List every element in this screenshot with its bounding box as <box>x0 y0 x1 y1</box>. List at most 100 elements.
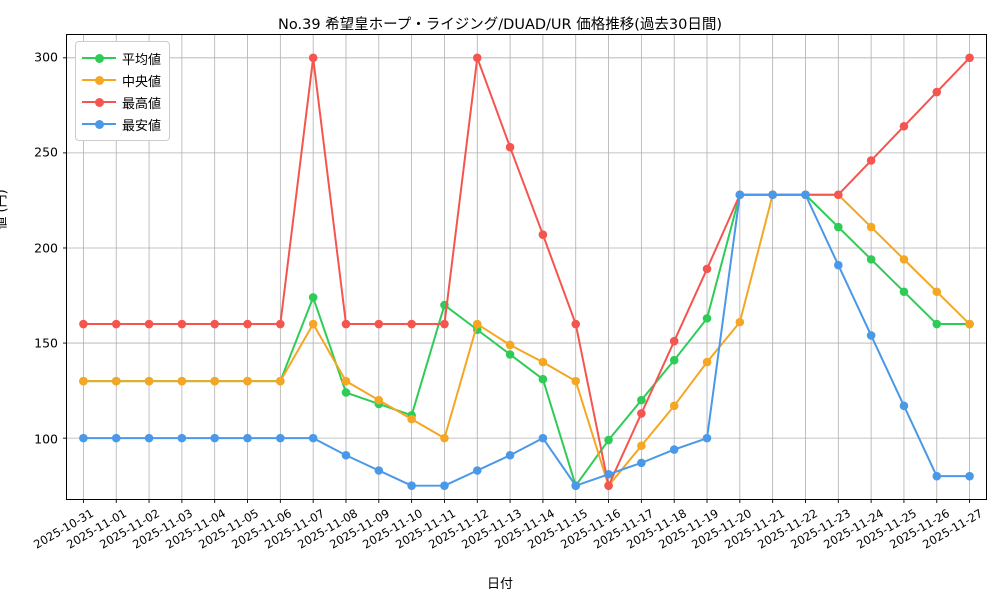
legend-marker-icon <box>82 95 116 109</box>
data-point <box>440 433 449 443</box>
data-point <box>965 471 974 481</box>
plot-area <box>63 34 987 503</box>
y-tick-label: 100 <box>34 431 58 447</box>
legend-marker-icon <box>82 51 116 65</box>
data-point <box>965 319 974 329</box>
data-point <box>801 190 810 200</box>
data-point <box>276 433 285 443</box>
data-point <box>341 376 351 386</box>
data-point <box>834 190 843 200</box>
data-point <box>702 357 712 367</box>
data-point <box>735 317 745 327</box>
data-point <box>866 255 876 264</box>
series-4 <box>79 190 974 490</box>
legend-label: 平均値 <box>122 52 162 68</box>
data-point <box>79 319 88 329</box>
y-tick-label: 150 <box>34 335 58 351</box>
data-point <box>899 287 909 297</box>
y-tick-label: 250 <box>34 144 58 160</box>
data-point <box>637 409 646 418</box>
data-point <box>571 319 581 329</box>
data-point <box>505 340 515 350</box>
data-point <box>276 319 285 329</box>
x-axis-label: 日付 <box>486 577 513 592</box>
data-point <box>243 376 252 386</box>
data-point <box>407 319 416 329</box>
legend-item-4[interactable]: 最安値 <box>82 113 161 135</box>
data-point <box>374 395 384 405</box>
data-point <box>144 319 154 329</box>
data-point <box>341 450 351 460</box>
series-1 <box>79 190 974 490</box>
data-point <box>440 481 449 490</box>
data-point <box>144 433 154 443</box>
data-point <box>243 433 252 443</box>
data-point <box>276 376 285 386</box>
data-point <box>308 433 318 443</box>
series-3 <box>79 53 974 490</box>
data-point <box>177 319 187 329</box>
data-point <box>965 53 974 63</box>
data-point <box>308 293 318 302</box>
data-point <box>669 401 679 411</box>
data-point <box>571 376 581 386</box>
data-point <box>735 190 745 200</box>
data-point <box>505 142 515 152</box>
legend-item-3[interactable]: 最高値 <box>82 91 161 113</box>
legend-label: 最安値 <box>122 118 162 134</box>
data-point <box>669 355 679 365</box>
data-point <box>440 319 449 329</box>
data-point <box>637 395 646 405</box>
chart-title: No.39 希望皇ホープ・ライジング/DUAD/UR 価格推移(過去30日間) <box>278 17 722 33</box>
data-point <box>637 441 646 451</box>
data-point <box>834 222 843 232</box>
data-point <box>79 433 88 443</box>
data-point <box>538 357 548 367</box>
data-point <box>210 376 219 386</box>
legend-marker-icon <box>82 73 116 87</box>
data-point <box>866 331 876 340</box>
data-point <box>472 53 482 63</box>
data-point <box>472 319 482 329</box>
data-point <box>341 388 351 397</box>
legend-item-1[interactable]: 平均値 <box>82 47 161 69</box>
data-point <box>932 287 942 297</box>
data-series-layer <box>79 53 974 490</box>
data-point <box>407 414 416 424</box>
data-point <box>407 481 416 490</box>
data-point <box>505 450 515 460</box>
data-point <box>932 87 942 97</box>
data-point <box>144 376 154 386</box>
data-point <box>111 376 121 386</box>
legend-label: 中央値 <box>122 74 162 90</box>
legend-item-2[interactable]: 中央値 <box>82 69 161 91</box>
data-point <box>932 319 942 329</box>
data-point <box>210 319 219 329</box>
data-point <box>604 435 613 445</box>
data-point <box>571 481 581 490</box>
data-point <box>210 433 219 443</box>
legend-label: 最高値 <box>122 96 162 112</box>
data-point <box>111 319 121 329</box>
data-point <box>899 255 909 264</box>
grid-lines <box>63 35 986 503</box>
data-point <box>604 469 613 479</box>
data-point <box>538 230 548 239</box>
data-point <box>899 401 909 411</box>
data-point <box>702 314 712 323</box>
data-point <box>341 319 351 329</box>
data-point <box>374 466 384 475</box>
y-axis-tick-labels: 100 150 200 250 300 <box>0 34 58 500</box>
data-point <box>866 222 876 232</box>
data-point <box>702 433 712 443</box>
data-point <box>177 376 187 386</box>
series-2 <box>79 190 974 490</box>
data-point <box>79 376 88 386</box>
y-tick-label: 300 <box>34 49 58 65</box>
data-point <box>669 445 679 454</box>
chart-legend: 平均値中央値最高値最安値 <box>75 41 171 141</box>
data-point <box>899 121 909 131</box>
y-tick-label: 200 <box>34 240 58 256</box>
data-point <box>308 53 318 63</box>
